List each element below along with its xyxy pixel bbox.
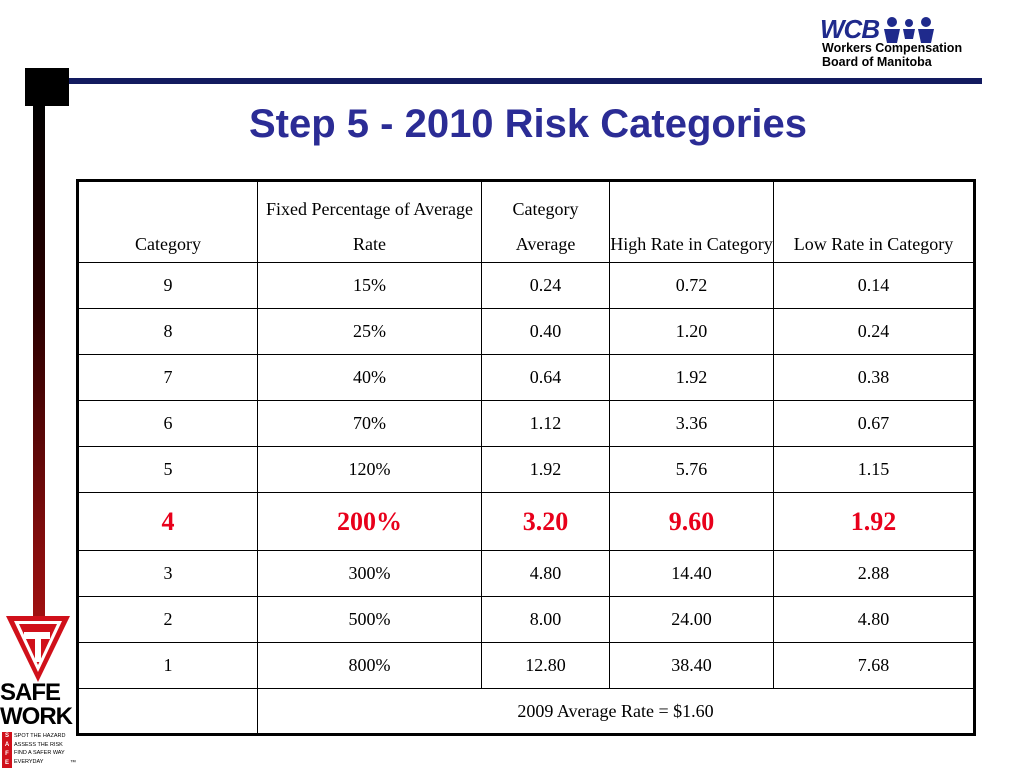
people-icon (884, 17, 934, 43)
cell-fixed-percentage: 800% (257, 642, 482, 689)
cell-category: 9 (77, 262, 258, 309)
cell-fixed-percentage: 25% (257, 308, 482, 355)
cell-fixed-percentage: 200% (257, 492, 482, 551)
wcb-logo-line2: Board of Manitoba (822, 55, 932, 69)
cell-low-rate: 0.24 (773, 308, 975, 355)
table-header-row: Category Fixed Percentage of Average Rat… (77, 180, 975, 263)
cell-category: 8 (77, 308, 258, 355)
cell-category: 4 (77, 492, 258, 551)
header-high-rate: High Rate in Category (609, 180, 774, 263)
risk-category-table: Category Fixed Percentage of Average Rat… (76, 179, 976, 736)
cell-fixed-percentage: 70% (257, 400, 482, 447)
wcb-logo-line1: Workers Compensation (822, 41, 963, 55)
footer-empty-cell (77, 688, 258, 735)
cell-category: 2 (77, 596, 258, 643)
cell-low-rate: 0.38 (773, 354, 975, 401)
header-fixed-percentage: Fixed Percentage of Average Rate (257, 180, 482, 263)
safe-work-logo: SAFE WORK S A F E SPOT THE HAZARD ASSESS… (0, 612, 78, 768)
cell-fixed-percentage: 40% (257, 354, 482, 401)
cell-high-rate: 14.40 (609, 550, 774, 597)
cell-high-rate: 1.92 (609, 354, 774, 401)
corner-square (25, 68, 69, 106)
cell-category: 1 (77, 642, 258, 689)
table-row: 9 15% 0.24 0.72 0.14 (77, 262, 975, 309)
work-text: WORK (0, 703, 73, 730)
cell-category-average: 12.80 (481, 642, 610, 689)
slogan-letters: S A F E (2, 732, 12, 768)
cell-category-average: 0.64 (481, 354, 610, 401)
cell-high-rate: 9.60 (609, 492, 774, 551)
cell-high-rate: 1.20 (609, 308, 774, 355)
cell-fixed-percentage: 120% (257, 446, 482, 493)
cell-category-average: 3.20 (481, 492, 610, 551)
wcb-logo-abbr: WCB (820, 14, 880, 44)
cell-low-rate: 2.88 (773, 550, 975, 597)
cell-fixed-percentage: 15% (257, 262, 482, 309)
cell-category-average: 1.92 (481, 446, 610, 493)
table-row: 2 500% 8.00 24.00 4.80 (77, 596, 975, 643)
cell-low-rate: 0.14 (773, 262, 975, 309)
cell-low-rate: 0.67 (773, 400, 975, 447)
slide-title: Step 5 - 2010 Risk Categories (248, 102, 808, 146)
safe-text: SAFE (0, 679, 61, 706)
table-row: 6 70% 1.12 3.36 0.67 (77, 400, 975, 447)
average-rate-note: 2009 Average Rate = $1.60 (257, 688, 975, 735)
cell-category-average: 1.12 (481, 400, 610, 447)
cell-category: 3 (77, 550, 258, 597)
cell-low-rate: 7.68 (773, 642, 975, 689)
cell-category-average: 0.24 (481, 262, 610, 309)
cell-category: 6 (77, 400, 258, 447)
cell-fixed-percentage: 300% (257, 550, 482, 597)
table-footer-row: 2009 Average Rate = $1.60 (77, 688, 975, 735)
cell-low-rate: 1.15 (773, 446, 975, 493)
cell-category: 5 (77, 446, 258, 493)
cell-category-average: 8.00 (481, 596, 610, 643)
cell-category-average: 4.80 (481, 550, 610, 597)
cell-category-average: 0.40 (481, 308, 610, 355)
header-rule (69, 78, 982, 84)
cell-low-rate: 4.80 (773, 596, 975, 643)
cell-low-rate: 1.92 (773, 492, 975, 551)
left-gradient-bar (33, 106, 45, 618)
hammer-sign-icon (6, 616, 70, 682)
cell-high-rate: 38.40 (609, 642, 774, 689)
header-category-average: Category Average (481, 180, 610, 263)
cell-high-rate: 24.00 (609, 596, 774, 643)
cell-high-rate: 0.72 (609, 262, 774, 309)
slogan-lines: SPOT THE HAZARD ASSESS THE RISK FIND A S… (14, 733, 66, 765)
safe-work-slogan: S A F E SPOT THE HAZARD ASSESS THE RISK … (2, 732, 74, 768)
header-low-rate: Low Rate in Category (773, 180, 975, 263)
header-category: Category (77, 180, 258, 263)
table-row: 1 800% 12.80 38.40 7.68 (77, 642, 975, 689)
cell-fixed-percentage: 500% (257, 596, 482, 643)
table-row: 3 300% 4.80 14.40 2.88 (77, 550, 975, 597)
trademark-mark: ™ (70, 760, 76, 766)
table-row: 7 40% 0.64 1.92 0.38 (77, 354, 975, 401)
table-row: 5 120% 1.92 5.76 1.15 (77, 446, 975, 493)
table-row-highlighted: 4 200% 3.20 9.60 1.92 (77, 492, 975, 551)
cell-high-rate: 5.76 (609, 446, 774, 493)
cell-high-rate: 3.36 (609, 400, 774, 447)
cell-category: 7 (77, 354, 258, 401)
table-row: 8 25% 0.40 1.20 0.24 (77, 308, 975, 355)
wcb-logo: WCB Workers Compensation Board of Manito… (820, 14, 980, 74)
